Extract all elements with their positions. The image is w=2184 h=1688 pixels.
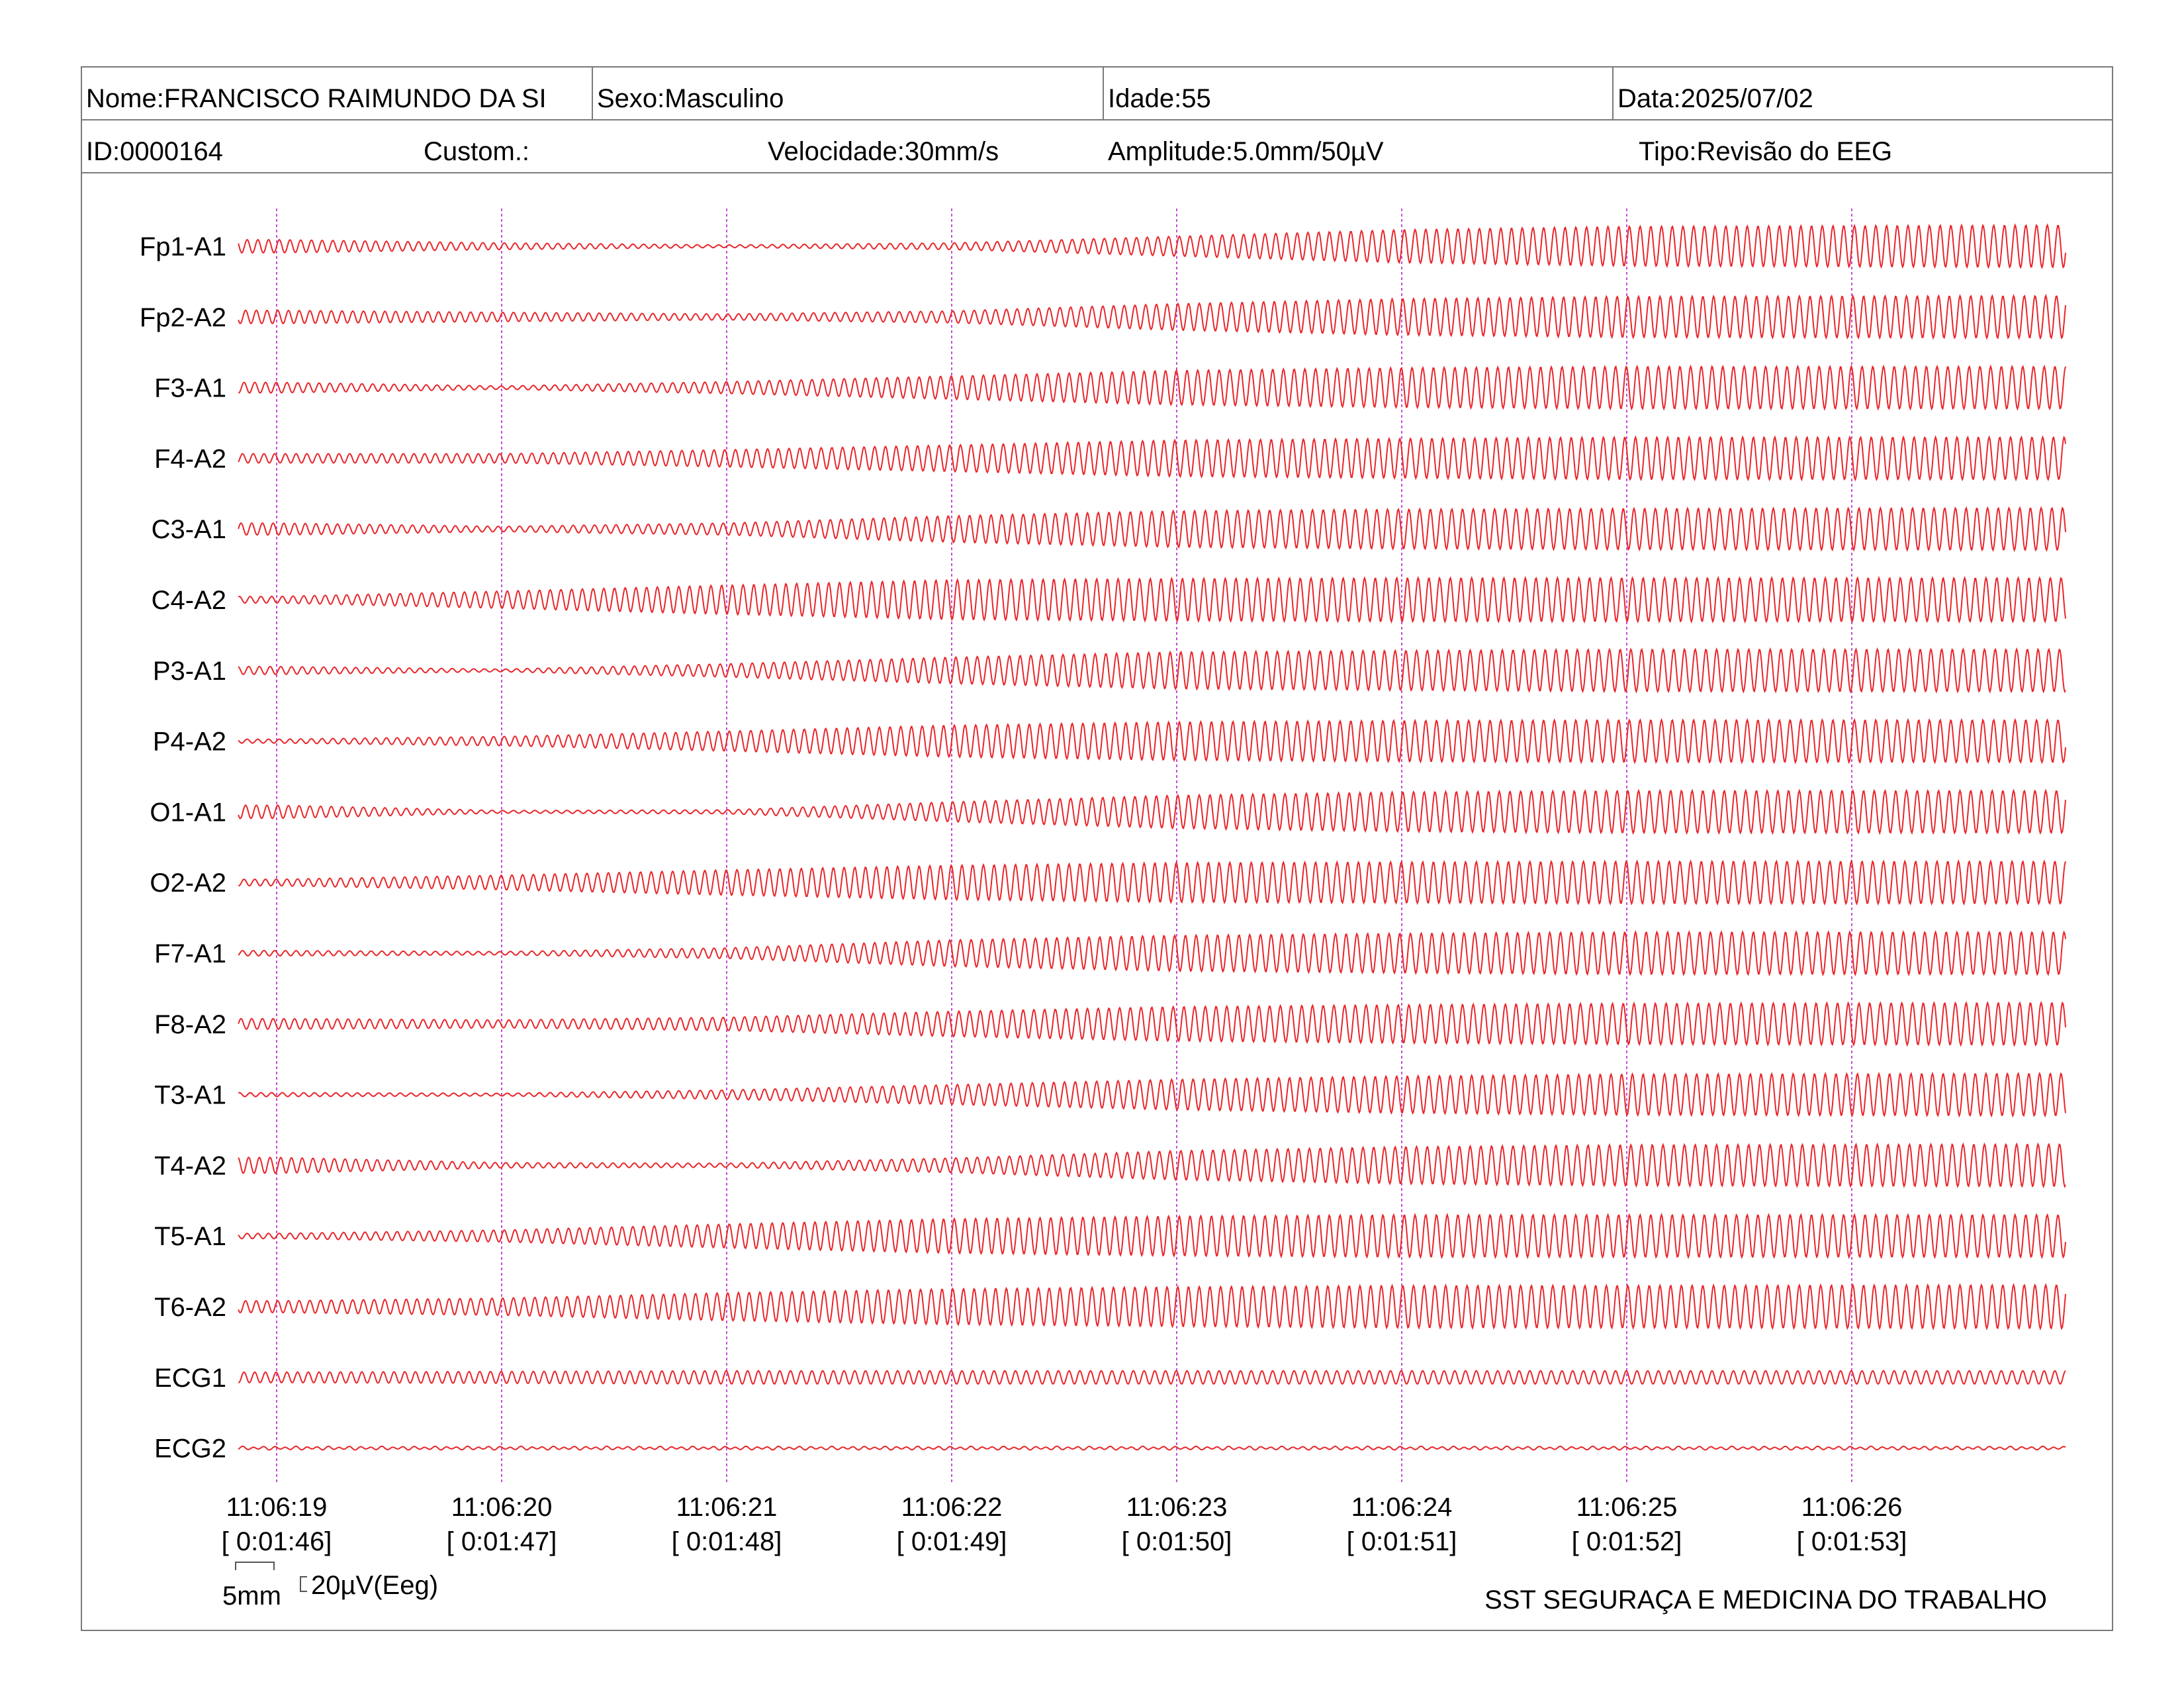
channel-labels: Fp1-A1 Fp2-A2 F3-A1 F4-A2 C3-A1 C4-A2 P3-A1 P4-… bbox=[140, 232, 226, 1464]
elapsed-time-label: [ 0:01:53] bbox=[1797, 1527, 1907, 1556]
eeg-trace-p3-a1 bbox=[238, 647, 2066, 694]
eeg-trace-t4-a2 bbox=[238, 1142, 2066, 1189]
exam-type: Tipo:Revisão do EEG bbox=[1639, 137, 1893, 166]
patient-name: Nome:FRANCISCO RAIMUNDO DA SI bbox=[82, 68, 593, 119]
elapsed-time-label: [ 0:01:50] bbox=[1122, 1527, 1232, 1556]
time-label: 11:06:26 bbox=[1801, 1493, 1903, 1522]
time-label: 11:06:22 bbox=[901, 1493, 1003, 1522]
eeg-trace-f3-a1 bbox=[238, 364, 2066, 411]
time-label: 11:06:21 bbox=[676, 1493, 778, 1522]
speed-setting: Velocidade:30mm/s bbox=[768, 137, 999, 166]
header-row-exam: ID:0000164 Custom.: Velocidade:30mm/s Am… bbox=[82, 120, 2112, 173]
time-label: 11:06:25 bbox=[1576, 1493, 1678, 1522]
elapsed-time-label: [ 0:01:46] bbox=[222, 1527, 332, 1556]
eeg-trace-c4-a2 bbox=[238, 575, 2066, 624]
time-scale-label: 5mm bbox=[222, 1581, 281, 1611]
eeg-trace-ecg2 bbox=[238, 1445, 2066, 1451]
eeg-trace-p4-a2 bbox=[238, 718, 2066, 765]
eeg-traces bbox=[238, 223, 2066, 1451]
eeg-trace-fp1-a1 bbox=[238, 223, 2066, 269]
time-label: 11:06:19 bbox=[226, 1493, 328, 1522]
header-row-patient: Nome:FRANCISCO RAIMUNDO DA SI Sexo:Mascu… bbox=[82, 68, 2112, 120]
amplitude-scale-bracket bbox=[300, 1576, 307, 1592]
channel-label: F8-A2 bbox=[154, 1010, 226, 1039]
time-axis-labels: 11:06:19 [ 0:01:46] 11:06:20 [ 0:01:47] 11:0… bbox=[222, 1493, 1907, 1556]
channel-label: O2-A2 bbox=[150, 868, 226, 898]
exam-date: Data:2025/07/02 bbox=[1617, 84, 1813, 113]
channel-label: P3-A1 bbox=[153, 657, 226, 686]
eeg-trace-o2-a2 bbox=[238, 859, 2066, 906]
eeg-trace-t5-a1 bbox=[238, 1213, 2066, 1260]
elapsed-time-label: [ 0:01:49] bbox=[897, 1527, 1007, 1556]
clinic-name: SST SEGURAÇA E MEDICINA DO TRABALHO bbox=[1484, 1585, 2047, 1615]
channel-label: T4-A2 bbox=[154, 1151, 226, 1180]
channel-label: ECG2 bbox=[154, 1434, 226, 1464]
eeg-trace-f4-a2 bbox=[238, 435, 2066, 482]
elapsed-time-label: [ 0:01:51] bbox=[1347, 1527, 1457, 1556]
patient-sex: Sexo:Masculino bbox=[593, 68, 1104, 119]
patient-age: Idade:55 bbox=[1104, 68, 1614, 119]
eeg-trace-ecg1 bbox=[238, 1370, 2066, 1385]
channel-label: T5-A1 bbox=[154, 1222, 226, 1251]
eeg-trace-c3-a1 bbox=[238, 506, 2066, 553]
eeg-trace-f7-a1 bbox=[238, 929, 2066, 977]
elapsed-time-label: [ 0:01:52] bbox=[1572, 1527, 1682, 1556]
eeg-trace-o1-a1 bbox=[238, 788, 2066, 835]
eeg-trace-f8-a2 bbox=[238, 1000, 2066, 1047]
channel-label: F7-A1 bbox=[154, 939, 226, 968]
eeg-trace-fp2-a2 bbox=[238, 293, 2066, 340]
time-scale-bracket bbox=[235, 1562, 275, 1570]
eeg-report-frame: Nome:FRANCISCO RAIMUNDO DA SI Sexo:Mascu… bbox=[81, 66, 2113, 1631]
channel-label: T3-A1 bbox=[154, 1081, 226, 1110]
channel-label: P4-A2 bbox=[153, 727, 226, 757]
channel-label: T6-A2 bbox=[154, 1293, 226, 1322]
time-label: 11:06:23 bbox=[1126, 1493, 1228, 1522]
time-label: 11:06:24 bbox=[1351, 1493, 1453, 1522]
eeg-trace-t3-a1 bbox=[238, 1071, 2066, 1118]
channel-label: F4-A2 bbox=[154, 444, 226, 473]
channel-label: O1-A1 bbox=[150, 798, 226, 827]
scale-bar: 5mm 20µV(Eeg) bbox=[222, 1562, 438, 1611]
elapsed-time-label: [ 0:01:48] bbox=[672, 1527, 782, 1556]
time-marker-lines bbox=[276, 209, 1852, 1483]
channel-label: Fp1-A1 bbox=[140, 232, 226, 261]
amplitude-setting: Amplitude:5.0mm/50µV bbox=[1108, 137, 1384, 166]
eeg-trace-t6-a2 bbox=[238, 1282, 2066, 1331]
patient-id: ID:0000164 bbox=[86, 137, 223, 166]
elapsed-time-label: [ 0:01:47] bbox=[447, 1527, 557, 1556]
time-label: 11:06:20 bbox=[451, 1493, 553, 1522]
channel-label: Fp2-A2 bbox=[140, 303, 226, 332]
custom-field: Custom.: bbox=[424, 137, 530, 166]
channel-label: C4-A2 bbox=[152, 586, 226, 615]
channel-label: ECG1 bbox=[154, 1364, 226, 1393]
amplitude-scale-label: 20µV(Eeg) bbox=[311, 1571, 438, 1600]
channel-label: C3-A1 bbox=[152, 515, 226, 544]
channel-label: F3-A1 bbox=[154, 374, 226, 403]
